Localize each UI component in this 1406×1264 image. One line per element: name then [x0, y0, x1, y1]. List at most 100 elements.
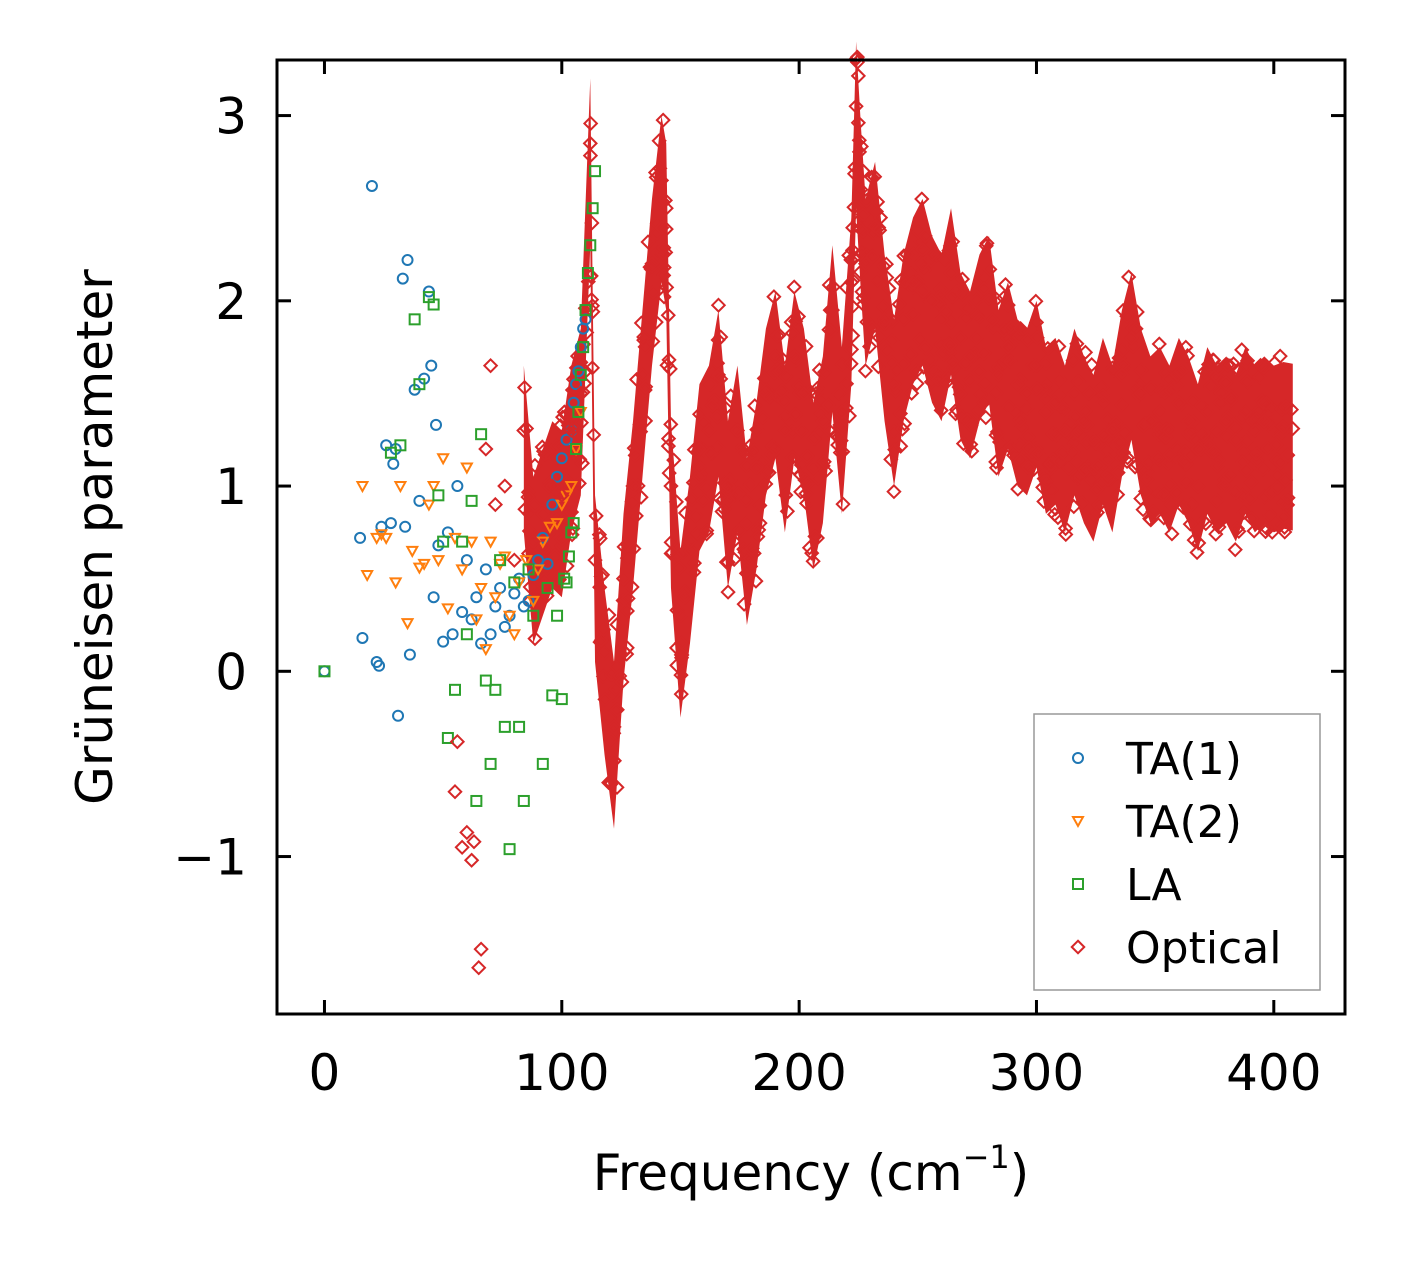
data-point	[555, 452, 568, 465]
optical-point	[632, 423, 649, 440]
optical-point	[895, 356, 912, 372]
optical-point	[825, 279, 841, 295]
optical-point	[593, 632, 609, 648]
optical-point	[1011, 328, 1027, 345]
optical-point	[583, 268, 599, 284]
optical-point	[937, 304, 954, 320]
y-tick-label: 3	[215, 88, 247, 146]
data-point	[408, 313, 421, 326]
data-point	[430, 418, 443, 431]
optical-point	[844, 242, 861, 259]
legend-marker	[1070, 939, 1086, 955]
data-point	[786, 348, 803, 365]
optical-point	[1117, 424, 1133, 440]
optical-point	[1137, 483, 1154, 500]
optical-point	[1217, 472, 1233, 488]
data-point	[469, 614, 484, 627]
optical-point	[1113, 397, 1130, 413]
optical-point	[1228, 484, 1244, 501]
optical-point	[673, 667, 689, 683]
optical-point	[1150, 450, 1166, 466]
optical-point	[761, 464, 777, 481]
data-point	[815, 413, 831, 429]
optical-point	[843, 356, 859, 372]
optical-point	[1218, 375, 1234, 391]
optical-point	[1026, 461, 1042, 477]
data-point	[447, 784, 463, 800]
optical-point	[988, 385, 1004, 401]
optical-point	[850, 68, 867, 84]
optical-point	[1053, 398, 1070, 415]
optical-point	[1025, 357, 1041, 374]
optical-point	[1079, 434, 1095, 450]
optical-point	[677, 583, 693, 600]
optical-point	[628, 508, 644, 524]
optical-point	[597, 691, 613, 708]
data-point	[525, 533, 541, 550]
optical-point	[810, 470, 826, 487]
optical-point	[1127, 459, 1143, 475]
optical-point	[628, 371, 645, 388]
optical-point	[831, 386, 847, 402]
optical-point	[843, 341, 860, 358]
optical-point	[683, 543, 699, 559]
optical-point	[648, 314, 664, 330]
optical-point	[1234, 409, 1250, 425]
optical-point	[742, 558, 759, 575]
optical-point	[1151, 336, 1167, 352]
data-point	[464, 536, 479, 549]
data-point	[739, 515, 755, 531]
optical-point	[1276, 509, 1292, 525]
optical-point	[1256, 395, 1272, 411]
data-point	[384, 446, 397, 459]
data-point	[663, 478, 679, 494]
optical-point	[1277, 524, 1293, 540]
optical-point	[699, 522, 715, 539]
data-point	[570, 443, 583, 456]
optical-point	[1157, 365, 1174, 381]
optical-point	[1021, 440, 1037, 456]
optical-point	[1277, 472, 1294, 488]
data-point	[355, 481, 370, 494]
optical-point	[1037, 382, 1053, 399]
optical-point	[853, 138, 869, 155]
data-point	[1095, 395, 1111, 411]
optical-point	[914, 191, 930, 207]
optical-point	[702, 377, 719, 393]
optical-point	[1143, 512, 1159, 528]
legend: TA(1) TA(2) LA Optical	[1033, 713, 1321, 991]
data-point	[471, 960, 487, 976]
data-point	[1123, 330, 1140, 346]
optical-point	[846, 199, 862, 215]
data-point	[441, 603, 455, 616]
optical-point	[951, 379, 967, 395]
data-point	[354, 531, 367, 544]
optical-point	[692, 459, 708, 476]
optical-point	[942, 238, 959, 254]
data-point	[582, 135, 598, 152]
optical-point	[944, 354, 960, 370]
data-point	[886, 376, 902, 392]
optical-point	[616, 539, 632, 555]
optical-point	[850, 115, 867, 131]
optical-point	[982, 261, 998, 278]
optical-point	[633, 489, 649, 505]
data-point	[1209, 422, 1225, 439]
data-point	[466, 834, 482, 850]
optical-point	[645, 284, 661, 300]
data-point	[805, 459, 822, 476]
optical-point	[996, 322, 1013, 338]
optical-point	[673, 635, 690, 651]
data-point	[767, 348, 784, 365]
optical-point	[1070, 373, 1087, 390]
optical-point	[1210, 452, 1227, 468]
optical-point	[706, 392, 723, 409]
optical-point	[654, 220, 670, 236]
optical-point	[999, 351, 1015, 368]
data-point	[475, 428, 488, 441]
data-point	[446, 628, 459, 641]
data-point	[848, 98, 864, 114]
optical-point	[879, 343, 895, 359]
optical-point	[1050, 509, 1066, 526]
optical-point	[1220, 408, 1237, 424]
